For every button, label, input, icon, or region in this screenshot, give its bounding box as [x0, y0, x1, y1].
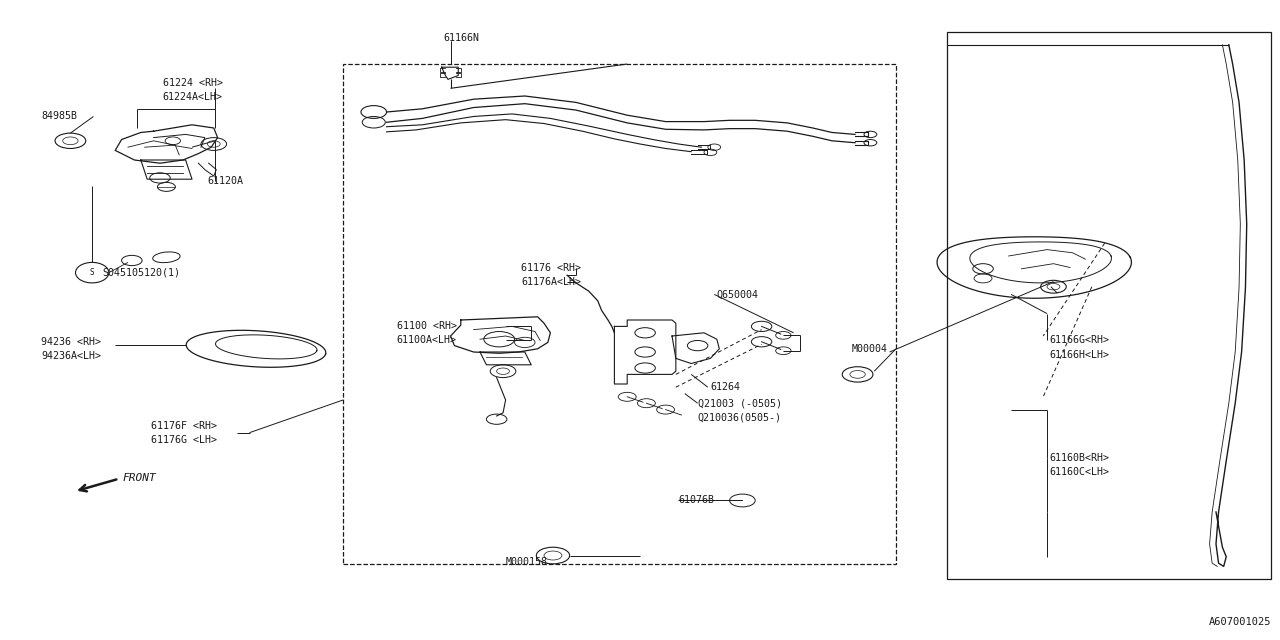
Text: 94236 <RH>: 94236 <RH>: [41, 337, 101, 348]
Text: 61166G<RH>: 61166G<RH>: [1050, 335, 1110, 346]
Text: 61166H<LH>: 61166H<LH>: [1050, 349, 1110, 360]
Text: S045105120(1): S045105120(1): [102, 267, 180, 277]
Text: 61076B: 61076B: [678, 495, 714, 506]
Text: 84985B: 84985B: [41, 111, 77, 122]
Text: 61166N: 61166N: [443, 33, 479, 44]
Text: Q21003 (-0505): Q21003 (-0505): [698, 398, 782, 408]
Text: 61100A<LH>: 61100A<LH>: [397, 335, 457, 346]
Text: Q650004: Q650004: [717, 289, 759, 300]
Text: 61176A<LH>: 61176A<LH>: [521, 276, 581, 287]
Text: 61160C<LH>: 61160C<LH>: [1050, 467, 1110, 477]
Text: A607001025: A607001025: [1208, 617, 1271, 627]
Text: 94236A<LH>: 94236A<LH>: [41, 351, 101, 362]
Bar: [343, 64, 896, 564]
Text: Q210036(0505-): Q210036(0505-): [698, 412, 782, 422]
Text: 61176F <RH>: 61176F <RH>: [151, 420, 218, 431]
Text: 61264: 61264: [710, 382, 740, 392]
Text: 61120A: 61120A: [207, 176, 243, 186]
Text: 61100 <RH>: 61100 <RH>: [397, 321, 457, 332]
Text: FRONT: FRONT: [123, 473, 156, 483]
Text: M000158: M000158: [506, 557, 548, 567]
Text: S: S: [90, 268, 95, 277]
Text: M00004: M00004: [851, 344, 887, 354]
Text: 61224 <RH>: 61224 <RH>: [163, 78, 223, 88]
Text: 61176G <LH>: 61176G <LH>: [151, 435, 218, 445]
Text: 61224A<LH>: 61224A<LH>: [163, 92, 223, 102]
Text: 61160B<RH>: 61160B<RH>: [1050, 452, 1110, 463]
Text: 61176 <RH>: 61176 <RH>: [521, 262, 581, 273]
Bar: [947, 32, 1271, 579]
